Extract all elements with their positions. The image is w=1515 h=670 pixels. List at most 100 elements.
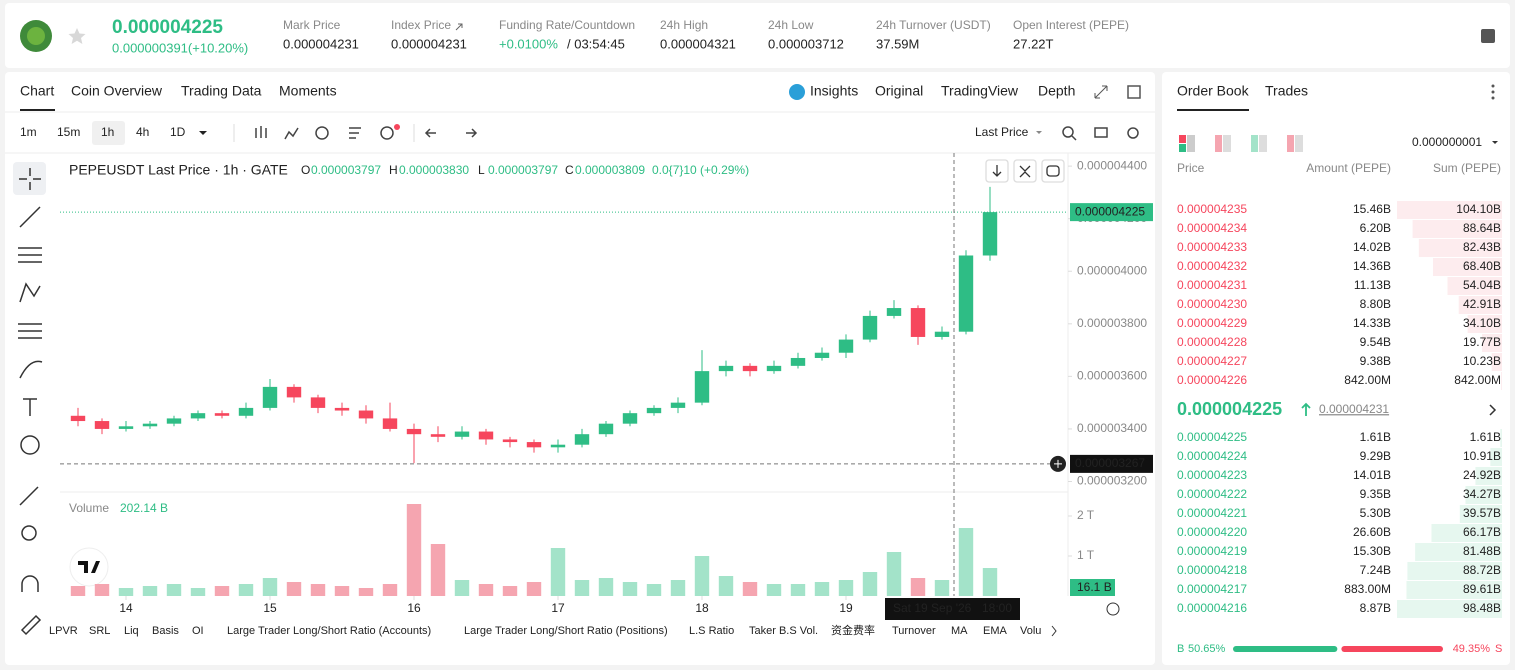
ohlc-key: H	[389, 163, 398, 177]
view-tab[interactable]: TradingView	[941, 83, 1019, 99]
book-price[interactable]: 0.000004224	[1177, 449, 1247, 463]
book-sum: 82.43B	[1463, 240, 1501, 254]
scroll-right[interactable]	[1051, 625, 1057, 637]
volume-bar	[862, 572, 878, 596]
settings-icon[interactable]	[1106, 602, 1120, 616]
precision[interactable]: 0.000000001	[1412, 135, 1482, 149]
book-price[interactable]: 0.000004232	[1177, 259, 1247, 273]
candle-body	[454, 431, 470, 437]
book-price[interactable]: 0.000004229	[1177, 316, 1247, 330]
indicator[interactable]: OI	[192, 625, 204, 637]
dropdown-caret[interactable]	[1492, 141, 1498, 144]
book-price[interactable]: 0.000004222	[1177, 487, 1247, 501]
book-price[interactable]: 0.000004221	[1177, 506, 1247, 520]
book-price[interactable]: 0.000004234	[1177, 221, 1247, 235]
indicator[interactable]: Basis	[152, 625, 179, 637]
book-price[interactable]: 0.000004220	[1177, 525, 1247, 539]
volume-bar	[190, 588, 206, 596]
notes-icon[interactable]	[1481, 29, 1495, 43]
candle-body	[406, 428, 422, 435]
favorite-star[interactable]	[68, 28, 86, 44]
interval[interactable]: 1D	[170, 125, 186, 139]
volume-bar	[742, 582, 758, 596]
book-price[interactable]: 0.000004218	[1177, 563, 1247, 577]
view-tab[interactable]: Original	[875, 83, 923, 99]
book-sum: 104.10B	[1456, 202, 1501, 216]
depth-bar	[1467, 315, 1502, 333]
tab[interactable]: Coin Overview	[71, 83, 163, 99]
indicator[interactable]: Large Trader Long/Short Ratio (Accounts)	[227, 625, 431, 637]
indicator[interactable]: LPVR	[49, 625, 78, 637]
indicator[interactable]: Volu	[1020, 625, 1041, 637]
view-tab[interactable]: Insights	[810, 83, 858, 99]
volume-bar	[910, 578, 926, 596]
book-price[interactable]: 0.000004216	[1177, 601, 1247, 615]
expand-icon[interactable]	[1094, 85, 1108, 99]
book-amount: 26.60B	[1353, 525, 1391, 539]
tab[interactable]: Chart	[20, 83, 54, 99]
header-panel	[5, 3, 1510, 68]
interval[interactable]: 1m	[20, 125, 37, 139]
crosshair-y-label: 0.000003267	[1075, 456, 1145, 470]
interval[interactable]: 1h	[101, 125, 114, 139]
book-price[interactable]: 0.000004235	[1177, 202, 1247, 216]
book-price[interactable]: 0.000004219	[1177, 544, 1247, 558]
volume-bar	[118, 588, 134, 596]
stat-value: 0.000003712	[768, 36, 844, 51]
stat-countdown: / 03:54:45	[567, 36, 625, 51]
book-price[interactable]: 0.000004230	[1177, 297, 1247, 311]
indicator[interactable]: Taker B.S Vol.	[749, 625, 818, 637]
price-type[interactable]: Last Price	[975, 125, 1029, 139]
chart-buttons[interactable]	[985, 159, 1065, 183]
book-price[interactable]: 0.000004223	[1177, 468, 1247, 482]
y-tick-label: 0.000003800	[1077, 316, 1147, 330]
mark-price: 0.000004231	[1319, 402, 1389, 416]
book-tab[interactable]: Trades	[1265, 83, 1308, 99]
indicator[interactable]: MA	[951, 625, 968, 637]
book-price[interactable]: 0.000004228	[1177, 335, 1247, 349]
volume-bar	[934, 580, 950, 596]
book-price[interactable]: 0.000004233	[1177, 240, 1247, 254]
toolbar-icons[interactable]	[255, 126, 1139, 141]
tab[interactable]: Trading Data	[181, 83, 262, 99]
indicator[interactable]: SRL	[89, 625, 110, 637]
view-tab[interactable]: Depth	[1038, 83, 1075, 99]
depth-bar	[1447, 277, 1502, 295]
indicator[interactable]: Liq	[124, 625, 139, 637]
indicator[interactable]: Large Trader Long/Short Ratio (Positions…	[464, 625, 668, 637]
book-price[interactable]: 0.000004217	[1177, 582, 1247, 596]
candle-body	[166, 418, 182, 424]
book-amount: 14.01B	[1353, 468, 1391, 482]
volume-tag	[1070, 579, 1115, 596]
tab[interactable]: Moments	[279, 83, 337, 99]
drawing-tools[interactable]	[18, 168, 43, 636]
book-tab[interactable]: Order Book	[1177, 83, 1250, 99]
chevron[interactable]	[1489, 404, 1497, 416]
book-layout-icons[interactable]	[1179, 135, 1303, 152]
dropdown-caret[interactable]	[199, 131, 207, 135]
volume-bar	[454, 580, 470, 596]
book-amount: 9.29B	[1360, 449, 1391, 463]
book-price[interactable]: 0.000004231	[1177, 278, 1247, 292]
crosshair-date: Sat 19 Sep '26	[893, 601, 972, 615]
interval[interactable]: 15m	[57, 125, 80, 139]
indicator[interactable]: L.S Ratio	[689, 625, 734, 637]
volume-bar	[958, 528, 974, 596]
candle-body	[574, 434, 590, 445]
book-price[interactable]: 0.000004227	[1177, 354, 1247, 368]
more-menu[interactable]	[1491, 84, 1495, 100]
book-price[interactable]: 0.000004225	[1177, 430, 1247, 444]
indicator[interactable]: 资金费率	[831, 623, 875, 637]
indicator[interactable]: EMA	[983, 625, 1008, 637]
depth-bar	[1465, 486, 1502, 504]
candle-body	[766, 365, 782, 372]
interval[interactable]: 4h	[136, 125, 149, 139]
header-price: 0.000004225	[112, 17, 223, 38]
window-icon[interactable]	[1127, 85, 1141, 99]
x-tick-label: 15	[263, 601, 277, 615]
book-price[interactable]: 0.000004226	[1177, 373, 1247, 387]
indicator[interactable]: Turnover	[892, 625, 936, 637]
buy-bar	[1233, 646, 1338, 652]
dropdown-caret[interactable]	[1036, 131, 1042, 134]
